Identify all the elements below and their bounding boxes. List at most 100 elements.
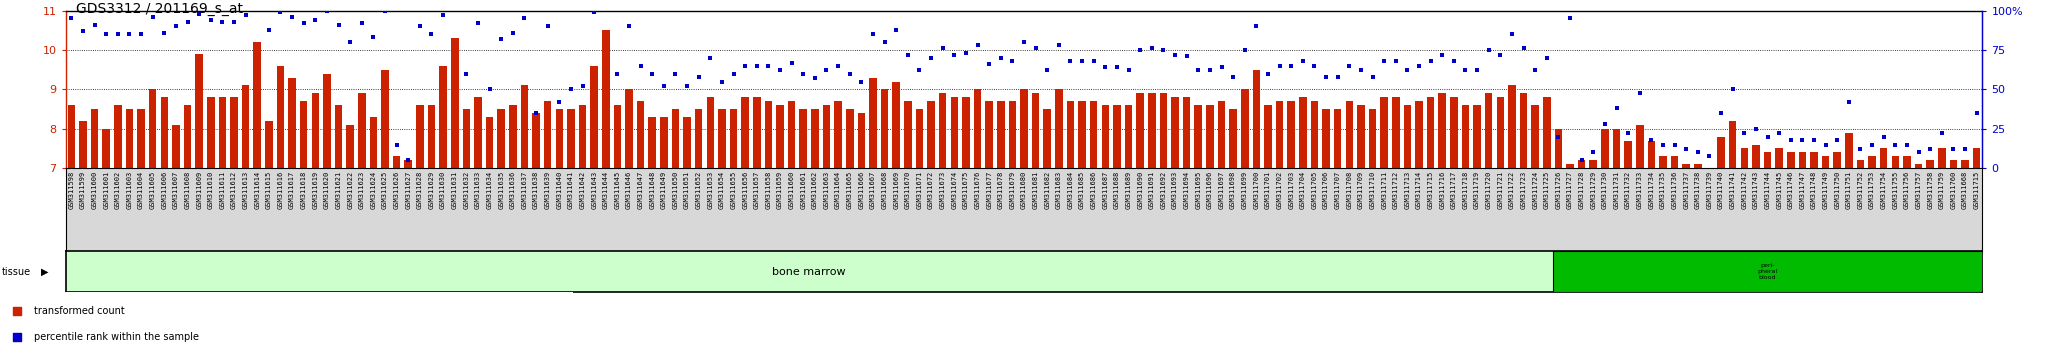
Point (1925, 131, 1958, 136)
Bar (1067, 101, 1075, 168)
Point (729, 63, 762, 69)
Text: GSM311714: GSM311714 (1415, 171, 1421, 209)
Bar (463, 109, 471, 168)
Text: GSM311742: GSM311742 (1741, 171, 1747, 209)
Text: GSM311645: GSM311645 (614, 171, 621, 209)
Point (369, 8, 401, 13)
Point (1321, 74, 1354, 80)
Bar (1915, 164, 1923, 168)
Text: GSM311661: GSM311661 (801, 171, 807, 209)
Bar (254, 42, 260, 168)
Bar (868, 78, 877, 168)
Point (1599, 105, 1632, 111)
Bar (219, 97, 225, 168)
Point (137, 14, 170, 20)
Point (694, 55, 727, 61)
Bar (1554, 129, 1563, 168)
Text: GSM311665: GSM311665 (846, 171, 852, 209)
Text: GSM311613: GSM311613 (242, 171, 248, 209)
Bar (1542, 97, 1550, 168)
Text: GSM311632: GSM311632 (463, 171, 469, 209)
Text: GSM311740: GSM311740 (1718, 171, 1724, 209)
Bar (1253, 70, 1260, 168)
Point (1808, 142, 1841, 147)
Text: GSM311706: GSM311706 (1323, 171, 1329, 209)
Point (670, 84, 702, 89)
Bar (1833, 153, 1841, 168)
Text: GSM311682: GSM311682 (1044, 171, 1051, 209)
Point (1903, 150, 1935, 155)
Bar (1380, 97, 1389, 168)
Text: GSM311621: GSM311621 (336, 171, 342, 209)
Bar (369, 117, 377, 168)
Text: GSM311715: GSM311715 (1427, 171, 1434, 209)
Bar (1718, 137, 1724, 168)
Text: GSM311667: GSM311667 (870, 171, 877, 209)
Text: GSM311614: GSM311614 (254, 171, 260, 209)
Point (1030, 68, 1063, 73)
Bar (754, 97, 760, 168)
Point (416, 32, 449, 37)
Text: GSM311755: GSM311755 (1892, 171, 1898, 209)
Point (78, 22, 111, 28)
Point (1565, 158, 1597, 163)
Bar (1485, 93, 1493, 168)
Point (856, 32, 889, 37)
Text: GSM311672: GSM311672 (928, 171, 934, 209)
Point (1159, 52, 1192, 58)
Text: GSM311727: GSM311727 (1567, 171, 1573, 209)
Text: GSM311612: GSM311612 (231, 171, 238, 209)
Point (1821, 137, 1853, 143)
Point (346, 21, 379, 26)
Bar (207, 97, 215, 168)
Text: GSM311733: GSM311733 (1636, 171, 1642, 209)
Text: GSM311731: GSM311731 (1614, 171, 1620, 209)
Point (950, 50, 983, 56)
Point (160, 24, 193, 29)
Bar (416, 105, 424, 168)
Point (764, 68, 797, 73)
Point (903, 68, 936, 73)
Bar (1577, 160, 1585, 168)
Text: GSM311711: GSM311711 (1380, 171, 1386, 209)
Bar (1427, 97, 1434, 168)
Point (1763, 131, 1796, 136)
Point (707, 79, 739, 84)
Text: GSM311598: GSM311598 (68, 171, 74, 209)
Bar (799, 109, 807, 168)
Text: GSM311655: GSM311655 (731, 171, 737, 209)
Point (403, 24, 436, 29)
Bar (1892, 156, 1898, 168)
Bar (1589, 160, 1597, 168)
Point (1391, 68, 1423, 73)
Point (995, 58, 1028, 64)
Text: GSM311688: GSM311688 (1114, 171, 1120, 209)
Point (1868, 134, 1901, 139)
Point (881, 27, 913, 32)
Point (287, 21, 319, 26)
Text: GSM311604: GSM311604 (137, 171, 143, 209)
Bar (428, 105, 436, 168)
Text: GSM311718: GSM311718 (1462, 171, 1468, 209)
Bar (1171, 97, 1180, 168)
Bar (1008, 101, 1016, 168)
Point (1460, 68, 1493, 73)
Bar (289, 78, 295, 168)
Bar (510, 105, 516, 168)
Text: GSM311664: GSM311664 (836, 171, 842, 209)
Bar (80, 121, 86, 168)
Bar (150, 89, 156, 168)
Bar (1567, 164, 1573, 168)
Point (1530, 55, 1563, 61)
Bar (1298, 97, 1307, 168)
Bar (1776, 148, 1784, 168)
Point (1055, 58, 1087, 64)
Bar (741, 97, 750, 168)
Text: GSM311599: GSM311599 (80, 171, 86, 209)
Point (102, 32, 135, 37)
Bar (1507, 85, 1516, 168)
Point (717, 71, 750, 76)
Text: peri-
pheral
blood: peri- pheral blood (1757, 263, 1778, 280)
Bar (1497, 97, 1503, 168)
Point (1239, 24, 1272, 29)
